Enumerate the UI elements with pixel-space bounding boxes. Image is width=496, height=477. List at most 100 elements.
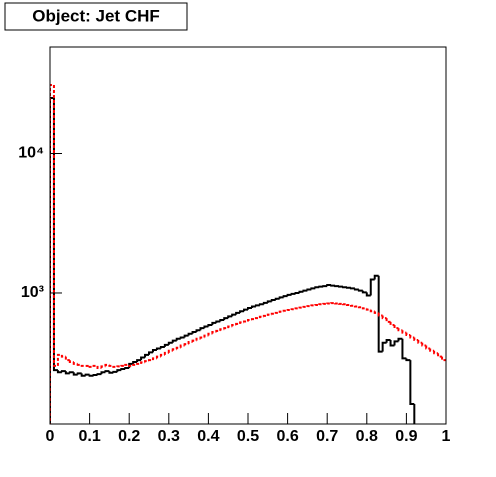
histogram-bin: [276, 299, 280, 300]
histogram-bin: [212, 332, 216, 334]
histogram-bin: [264, 303, 268, 304]
histogram-bin: [319, 287, 323, 288]
histogram-bin: [319, 304, 323, 305]
histogram-bin: [307, 306, 311, 307]
histogram-bin: [264, 316, 268, 317]
histogram-bin: [185, 344, 189, 345]
histogram-bin: [157, 357, 161, 359]
histogram-bin: [193, 341, 197, 342]
histogram-bin: [204, 327, 208, 329]
histogram-bin: [189, 334, 193, 336]
histogram-bin: [284, 311, 288, 312]
histogram-bin: [177, 348, 181, 350]
x-tick-label: 0.9: [395, 428, 417, 445]
histogram-bin: [307, 289, 311, 290]
histogram-bin: [359, 289, 363, 290]
histogram-bin: [363, 307, 367, 308]
histogram-bin: [331, 285, 335, 286]
histogram-bin: [303, 291, 307, 292]
histogram-bin: [367, 308, 371, 309]
histogram-bin: [359, 306, 363, 307]
histogram-bin: [387, 318, 391, 322]
histogram-bin: [173, 349, 177, 351]
histogram-bin: [197, 339, 201, 341]
histogram-bin: [391, 322, 395, 325]
histogram-bin: [177, 339, 181, 341]
x-tick-label: 0.8: [356, 428, 378, 445]
histogram-bin: [311, 288, 315, 289]
y-tick-label: 10⁴: [18, 145, 44, 162]
histogram-bin: [284, 296, 288, 297]
histogram-bin: [185, 336, 189, 338]
histogram-bin: [220, 320, 224, 321]
histogram-bin: [141, 357, 145, 360]
histogram-bin: [141, 362, 145, 364]
histogram-bin: [371, 279, 375, 295]
histogram-bin: [292, 294, 296, 295]
frame: [50, 47, 446, 424]
histogram-bin: [343, 287, 347, 288]
x-tick-label: 0.5: [237, 428, 259, 445]
histogram-bin: [200, 337, 204, 338]
histogram-bin: [414, 337, 418, 340]
histogram-bin: [236, 324, 240, 325]
histogram-bin: [212, 323, 216, 325]
histogram-bin: [406, 358, 410, 360]
histogram-bin: [133, 365, 137, 366]
histogram-bin: [248, 320, 252, 321]
plot-area: [50, 85, 446, 426]
x-tick-label: 0.6: [276, 428, 298, 445]
histogram-bin: [299, 292, 303, 293]
histogram-bin: [145, 361, 149, 362]
histogram-bin: [54, 98, 58, 370]
histogram-bin: [410, 360, 414, 404]
histogram-bin: [418, 340, 422, 343]
histogram-bin: [98, 374, 102, 375]
histogram-bin: [426, 346, 430, 349]
histogram-bin: [232, 315, 236, 317]
histogram-bin: [189, 342, 193, 344]
histogram-bin: [149, 360, 153, 361]
histogram-bin: [383, 315, 387, 318]
histogram-bin: [197, 330, 201, 332]
histogram-bin: [414, 404, 418, 426]
histogram-bin: [66, 357, 70, 361]
histogram-bin: [379, 313, 383, 316]
histogram-bin: [224, 328, 228, 329]
histogram-bin: [244, 321, 248, 322]
histogram-bin: [153, 350, 157, 352]
histogram-bin: [228, 316, 232, 318]
histogram-bin: [121, 369, 125, 370]
histogram-bin: [402, 339, 406, 359]
histogram-bin: [355, 306, 359, 307]
histogram-bin: [363, 291, 367, 293]
histogram-bin: [248, 308, 252, 310]
x-tick-label: 0.1: [78, 428, 100, 445]
histogram-bin: [323, 286, 327, 287]
histogram-bin: [311, 305, 315, 306]
histogram-bin: [383, 343, 387, 352]
histogram-bin: [410, 335, 414, 337]
histogram-bin: [161, 355, 165, 357]
histogram-bin: [216, 331, 220, 332]
histogram-bin: [272, 314, 276, 315]
histogram-bin: [70, 360, 74, 362]
histogram-bin: [315, 287, 319, 288]
histogram-bin: [165, 353, 169, 355]
histogram-bin: [193, 332, 197, 334]
histogram-bin: [244, 310, 248, 312]
histogram-bin: [442, 357, 446, 361]
histogram-bin: [220, 329, 224, 331]
histogram-bin: [422, 343, 426, 346]
histogram-bin: [216, 321, 220, 322]
histogram-bin: [78, 364, 82, 365]
x-tick-label: 0.4: [197, 428, 219, 445]
histogram-bin: [94, 375, 98, 376]
histogram-bin: [252, 319, 256, 320]
histogram-bin: [280, 297, 284, 298]
histogram-bin: [181, 346, 185, 348]
histogram-bin: [181, 337, 185, 338]
histogram-bin: [406, 333, 410, 335]
histogram-bin: [438, 353, 442, 356]
